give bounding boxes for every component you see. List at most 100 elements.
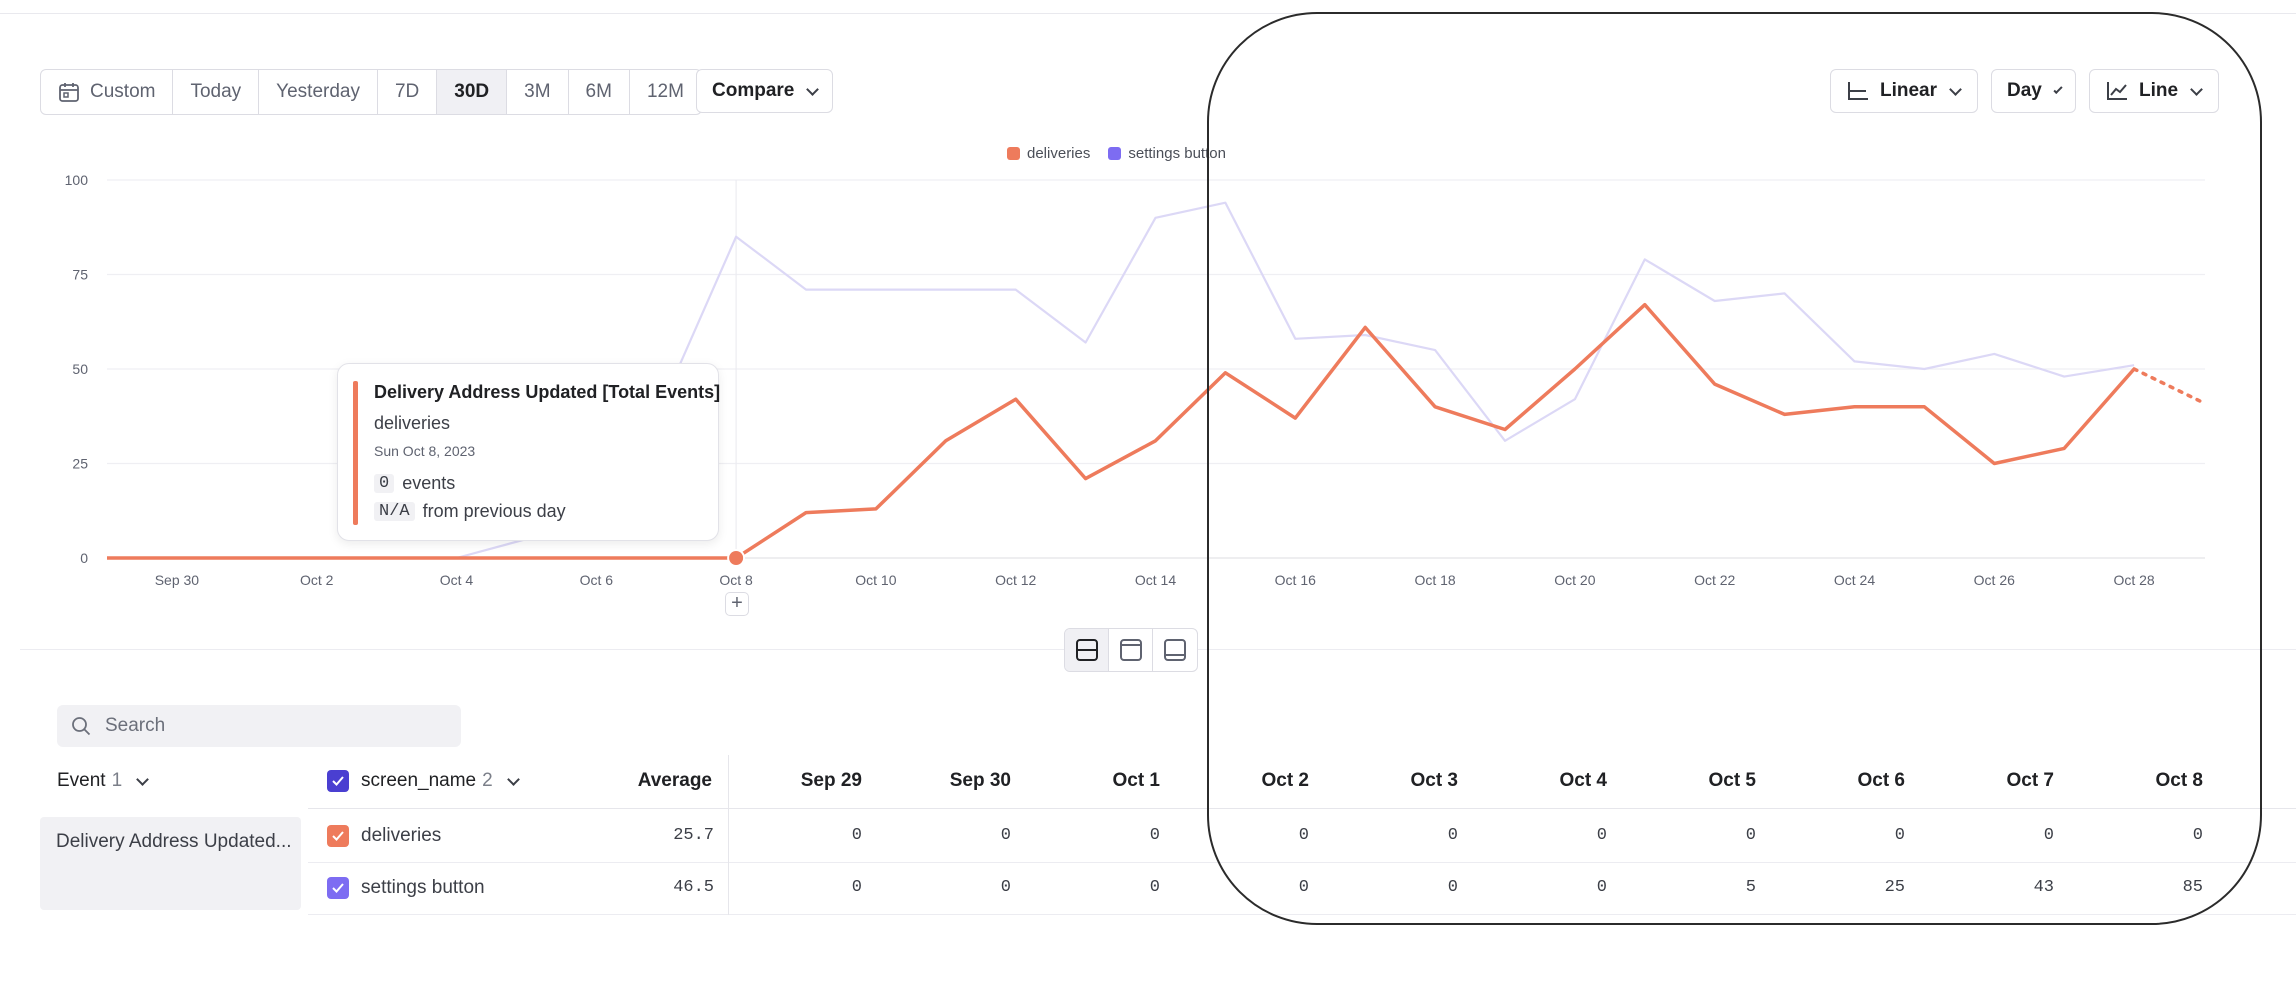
- row-label-deliveries[interactable]: deliveries: [327, 824, 441, 848]
- breakdown-checkbox[interactable]: [327, 770, 349, 792]
- event-header-label: Event: [57, 770, 106, 791]
- tooltip-series-color: [353, 381, 358, 525]
- date-column-header[interactable]: Oct 6: [1857, 770, 1905, 791]
- row-checkbox[interactable]: [327, 877, 349, 899]
- tooltip-change-suffix: from previous day: [422, 501, 566, 521]
- add-annotation-button[interactable]: +: [725, 592, 749, 616]
- average-cell: 25.7: [673, 826, 714, 845]
- x-tick-label: Oct 10: [855, 572, 896, 588]
- tooltip-title: Delivery Address Updated [Total Events]: [374, 382, 721, 402]
- date-column-header[interactable]: Oct 7: [2006, 770, 2054, 791]
- chevron-down-icon: [2053, 84, 2063, 94]
- highlight-point[interactable]: [729, 551, 744, 565]
- event-name-cell[interactable]: Delivery Address Updated...: [40, 817, 301, 910]
- date-column-header[interactable]: Oct 4: [1559, 770, 1607, 791]
- chevron-down-icon: [806, 82, 820, 96]
- range-3m[interactable]: 3M: [507, 70, 569, 114]
- search-input[interactable]: [103, 714, 447, 738]
- value-cell: 0: [1745, 826, 1756, 845]
- interval-dropdown[interactable]: Day: [1991, 69, 2076, 113]
- x-tick-label: Oct 2: [300, 572, 334, 588]
- line-chart[interactable]: 0 25 50 75 100 Sep 30 Oct 2 Oct 4 Oct 6 Oct 8 Oct …: [0, 140, 2296, 620]
- tooltip-series: deliveries: [374, 413, 451, 433]
- search-icon: [72, 717, 91, 736]
- row-label-settings-button[interactable]: settings button: [327, 876, 485, 900]
- chart-type-dropdown[interactable]: Line: [2089, 69, 2219, 113]
- x-tick-label: Oct 8: [719, 572, 753, 588]
- chevron-down-icon: [136, 772, 150, 786]
- range-7d[interactable]: 7D: [378, 70, 438, 114]
- legend-swatch: [1108, 147, 1122, 160]
- table-only-layout-button[interactable]: [1153, 629, 1197, 671]
- date-column-header[interactable]: Oct 1: [1112, 770, 1160, 791]
- range-yesterday[interactable]: Yesterday: [259, 70, 378, 114]
- value-cell: 85: [2182, 878, 2203, 897]
- date-column-header[interactable]: Oct 3: [1410, 770, 1458, 791]
- date-column-header[interactable]: Oct 8: [2155, 770, 2203, 791]
- range-6m[interactable]: 6M: [569, 70, 630, 114]
- axis-scale-icon: [1848, 82, 1868, 100]
- row-divider: [308, 914, 2296, 915]
- x-tick-label: Oct 24: [1834, 572, 1875, 588]
- event-column-header[interactable]: Event 1: [57, 766, 150, 796]
- y-tick-label: 75: [72, 267, 88, 283]
- range-12m[interactable]: 12M: [646, 81, 684, 102]
- column-divider: [728, 755, 729, 915]
- top-panel-icon: [1119, 639, 1142, 661]
- x-tick-label: Oct 6: [580, 572, 614, 588]
- x-tick-label: Oct 22: [1694, 572, 1735, 588]
- value-cell: 0: [1596, 878, 1607, 897]
- date-column-header[interactable]: Oct 5: [1708, 770, 1756, 791]
- legend-label: deliveries: [1027, 145, 1091, 162]
- row-checkbox[interactable]: [327, 825, 349, 847]
- split-layout-button[interactable]: [1065, 629, 1109, 671]
- header-divider: [308, 808, 2296, 809]
- tooltip-date: Sun Oct 8, 2023: [374, 443, 476, 459]
- x-tick-label: Oct 26: [1974, 572, 2015, 588]
- check-icon: [332, 776, 344, 786]
- series-projection-deliveries: [2132, 367, 2206, 405]
- tooltip-change: N/A: [374, 502, 415, 521]
- range-30d[interactable]: 30D: [437, 70, 508, 114]
- average-column-header[interactable]: Average: [637, 770, 712, 791]
- chevron-down-icon: [1949, 82, 1962, 96]
- value-cell: 25: [1884, 878, 1905, 897]
- chevron-down-icon: [506, 772, 520, 786]
- legend-item-deliveries[interactable]: deliveries: [1007, 145, 1090, 162]
- average-cell: 46.5: [673, 878, 714, 897]
- breakdown-count: 2: [482, 770, 493, 791]
- row-label-text: settings button: [361, 877, 485, 898]
- value-cell: 0: [1000, 826, 1011, 845]
- x-tick-label: Oct 28: [2113, 572, 2154, 588]
- value-cell: 0: [1894, 826, 1905, 845]
- tooltip-value-suffix: events: [402, 473, 456, 493]
- compare-label: Compare: [712, 80, 795, 101]
- row-label-text: deliveries: [361, 825, 442, 846]
- compare-dropdown[interactable]: Compare: [696, 69, 834, 113]
- check-icon: [332, 883, 344, 893]
- date-column-header[interactable]: Sep 29: [800, 770, 862, 791]
- series-line-deliveries[interactable]: [107, 302, 2136, 560]
- event-count: 1: [111, 770, 123, 791]
- value-cell: 5: [1745, 878, 1756, 897]
- date-column-header[interactable]: Sep 30: [949, 770, 1011, 791]
- line-chart-icon: [2107, 82, 2127, 100]
- date-column-header[interactable]: Oct 2: [1261, 770, 1309, 791]
- value-cell: 0: [1447, 826, 1458, 845]
- chart-legend: deliveries settings button: [1007, 145, 1226, 162]
- range-custom[interactable]: Custom: [41, 70, 174, 114]
- tooltip-value-row: 0 events: [374, 473, 700, 494]
- value-cell: 0: [1000, 878, 1011, 897]
- legend-label: settings button: [1128, 145, 1226, 162]
- breakdown-header-label: screen_name: [361, 770, 477, 791]
- breakdown-column-header[interactable]: screen_name 2: [327, 766, 520, 796]
- scale-dropdown[interactable]: Linear: [1830, 69, 1978, 113]
- legend-item-settings-button[interactable]: settings button: [1108, 145, 1226, 162]
- chart-only-layout-button[interactable]: [1109, 629, 1153, 671]
- value-cell: 0: [851, 878, 862, 897]
- range-today[interactable]: Today: [173, 70, 260, 114]
- check-icon: [332, 831, 344, 841]
- value-cell: 0: [1149, 826, 1160, 845]
- x-tick-label: Oct 4: [440, 572, 474, 588]
- value-cell: 0: [1596, 826, 1607, 845]
